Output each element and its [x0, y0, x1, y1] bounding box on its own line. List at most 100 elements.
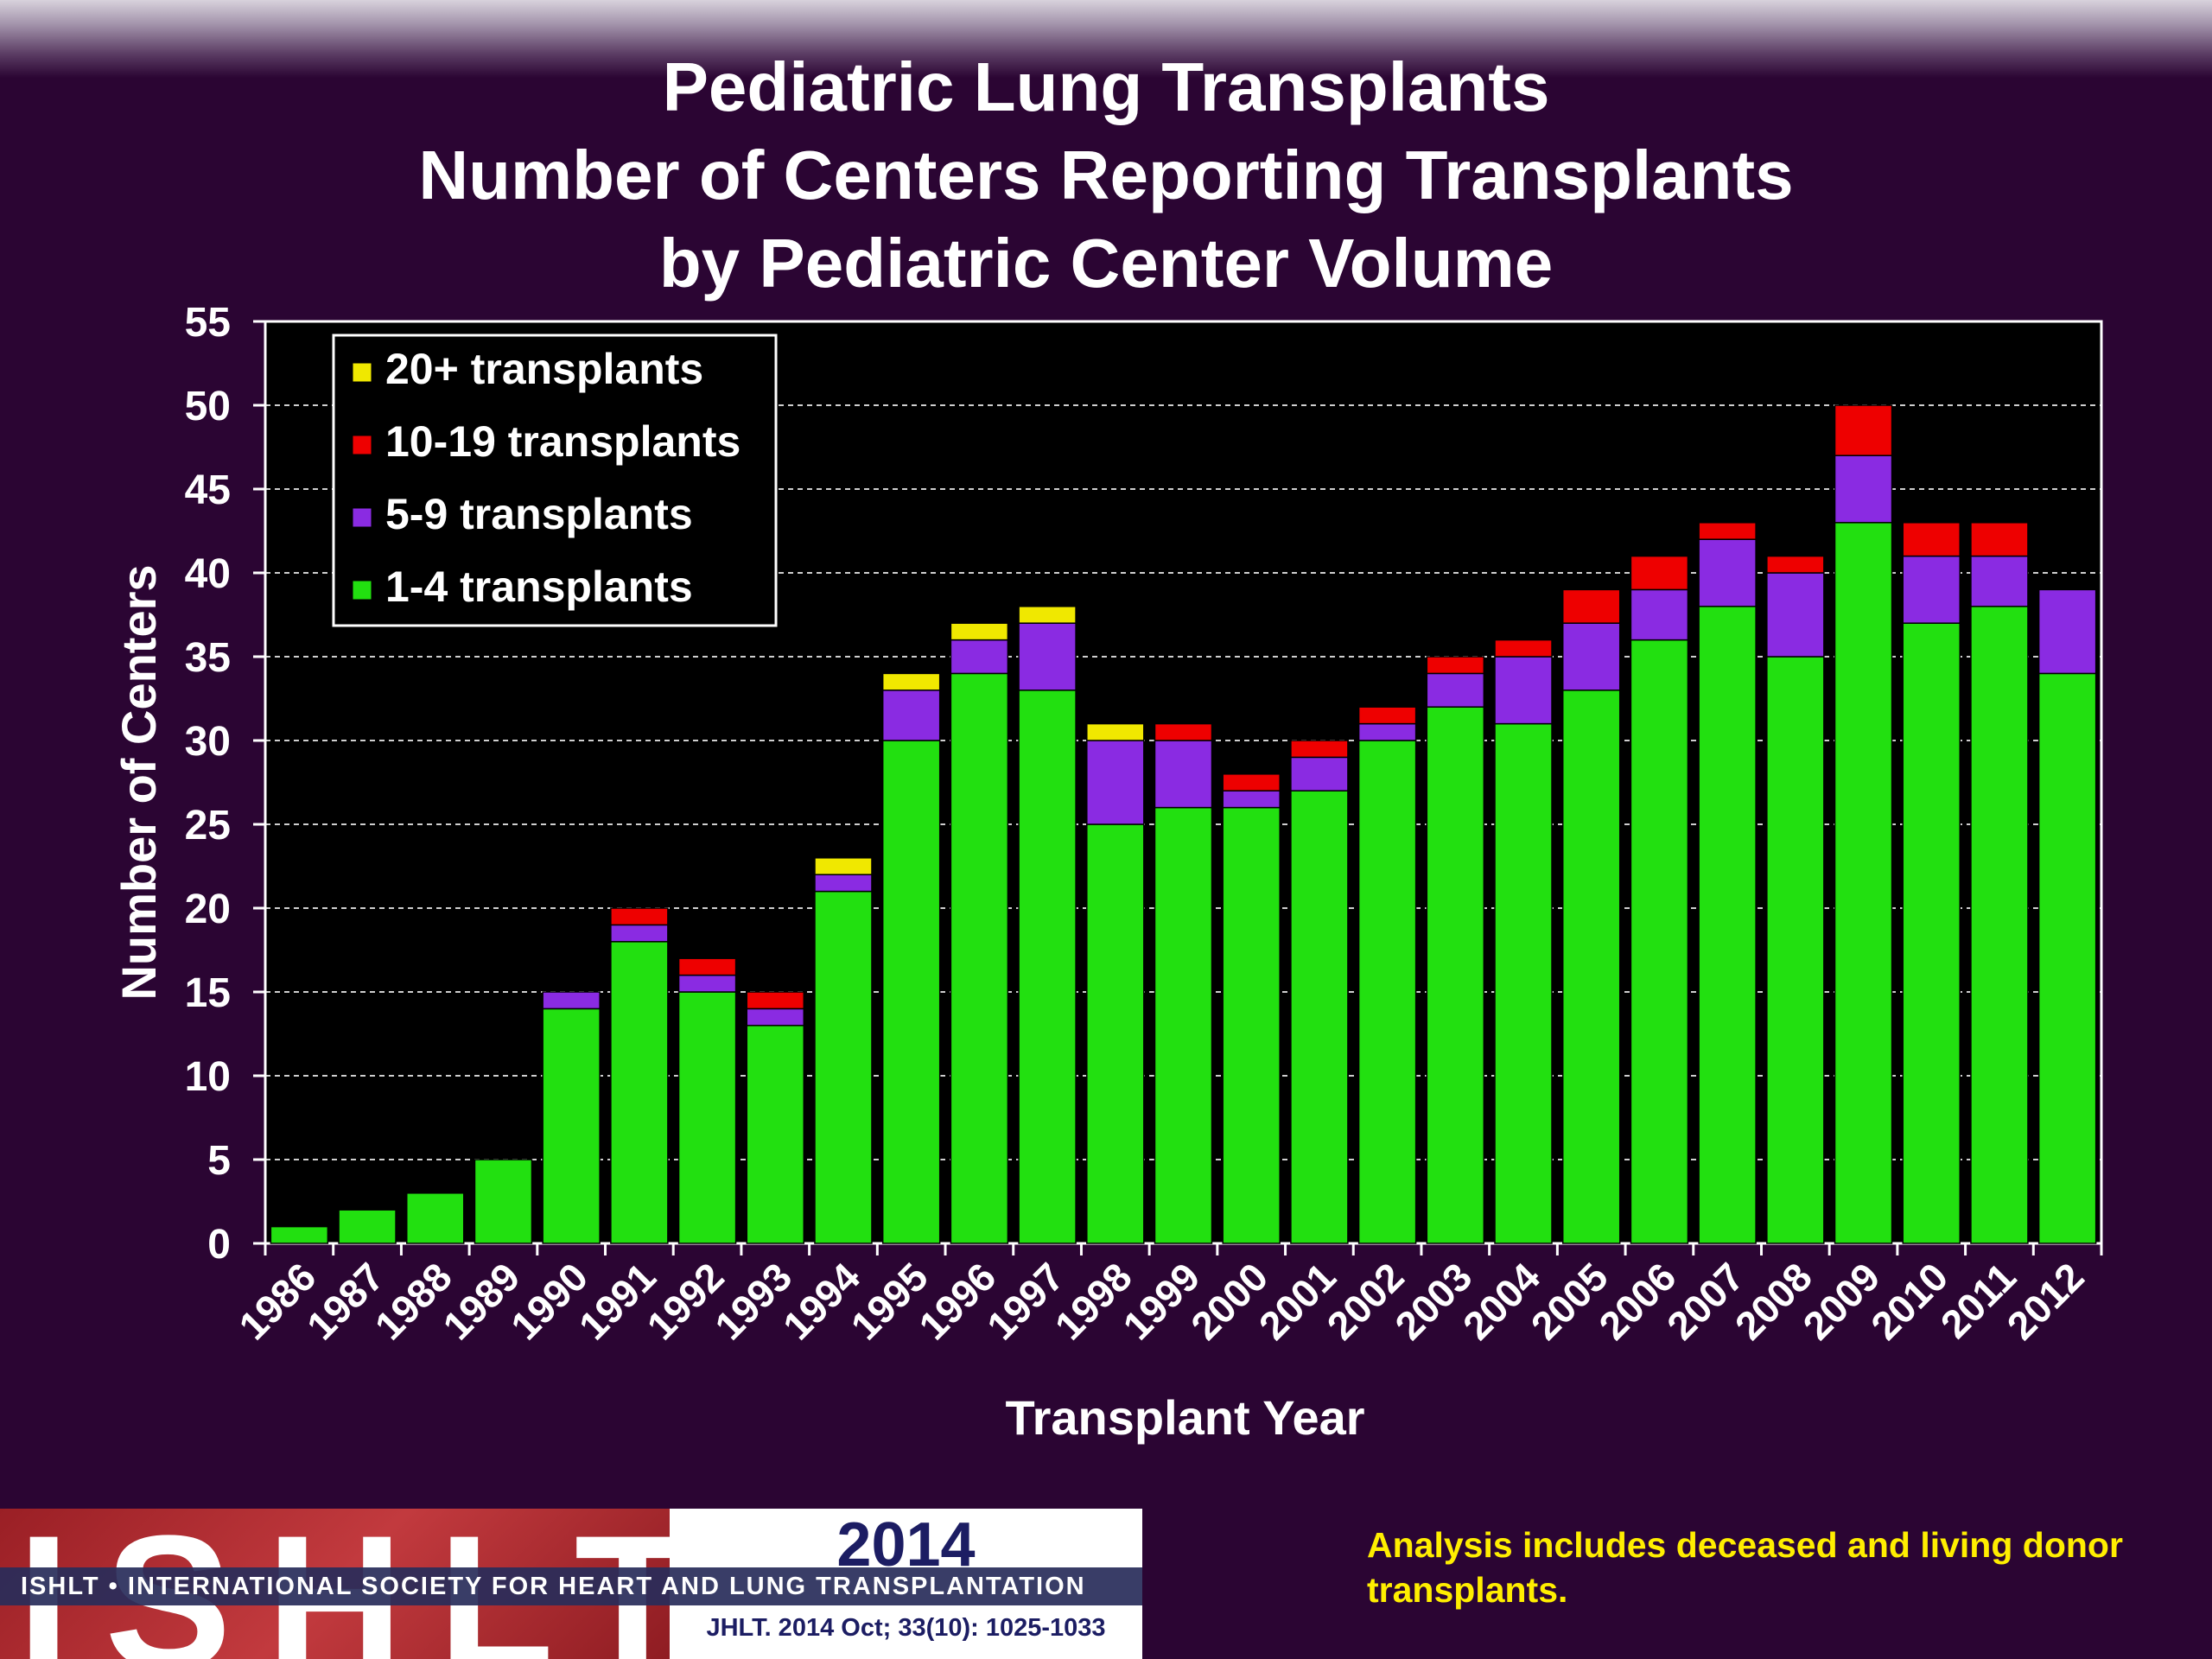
- bar-segment: [1970, 555, 2029, 607]
- x-tick-label: 2005: [1522, 1254, 1617, 1348]
- bar-segment: [610, 907, 669, 926]
- bar-segment: [814, 890, 873, 1244]
- bar-segment: [406, 1192, 465, 1244]
- bar-segment: [1222, 790, 1281, 809]
- ishlt-footer-logo: ISHLT 2014 ISHLT • INTERNATIONAL SOCIETY…: [0, 1509, 1142, 1659]
- x-tick-label: 2003: [1386, 1254, 1480, 1348]
- x-tick-label: 1997: [978, 1254, 1072, 1348]
- stacked-bar-chart: 0510152025303540455055198619871988198919…: [111, 300, 2103, 1445]
- bar-segment: [1561, 588, 1621, 624]
- title-line-2: Number of Centers Reporting Transplants: [418, 137, 1794, 213]
- bar-segment: [1086, 722, 1145, 741]
- bar-segment: [1766, 555, 1825, 574]
- bar-segment: [1290, 790, 1349, 1244]
- bar-segment: [2037, 588, 2097, 675]
- bar-segment: [1154, 740, 1213, 809]
- bar-segment: [1222, 806, 1281, 1244]
- x-tick-label: 2009: [1794, 1254, 1888, 1348]
- bar-segment: [1834, 404, 1893, 456]
- y-tick-label: 45: [185, 467, 231, 513]
- bar-segment: [2037, 672, 2097, 1244]
- x-tick-label: 2002: [1319, 1254, 1413, 1348]
- header-band: [0, 0, 2212, 78]
- bar-segment: [1154, 806, 1213, 1244]
- legend-swatch: [352, 507, 372, 528]
- y-tick-label: 35: [185, 635, 231, 681]
- bar-segment: [677, 957, 737, 976]
- legend-label: 5-9 transplants: [385, 490, 693, 538]
- x-tick-label: 1999: [1114, 1254, 1208, 1348]
- bar-segment: [1834, 522, 1893, 1244]
- y-tick-label: 5: [207, 1138, 231, 1184]
- x-tick-label: 1992: [639, 1254, 733, 1348]
- bar-segment: [950, 639, 1009, 675]
- y-tick-label: 25: [185, 803, 231, 849]
- bar-segment: [746, 1025, 805, 1244]
- bar-segment: [1630, 555, 1689, 591]
- x-tick-label: 2004: [1454, 1254, 1548, 1348]
- bar-segment: [1970, 606, 2029, 1244]
- analysis-note: Analysis includes deceased and living do…: [1367, 1525, 2123, 1610]
- legend-label: 10-19 transplants: [385, 417, 741, 466]
- x-axis-title: Transplant Year: [1005, 1390, 1364, 1445]
- bar-segment: [1086, 740, 1145, 825]
- y-axis-title: Number of Centers: [111, 564, 166, 1000]
- bar-segment: [1970, 522, 2029, 557]
- bar-segment: [1154, 722, 1213, 741]
- bar-segment: [542, 1007, 601, 1244]
- y-tick-label: 50: [185, 384, 231, 429]
- x-tick-label: 1988: [366, 1254, 461, 1348]
- bar-segment: [814, 857, 873, 875]
- y-tick-label: 10: [185, 1054, 231, 1100]
- y-tick-label: 55: [185, 300, 231, 346]
- bar-segment: [881, 672, 941, 691]
- bar-segment: [1494, 639, 1553, 658]
- y-tick-label: 0: [207, 1222, 231, 1268]
- x-tick-label: 1996: [910, 1254, 1004, 1348]
- legend-label: 20+ transplants: [385, 345, 703, 393]
- legend-swatch: [352, 362, 372, 383]
- bar-segment: [1698, 538, 1757, 607]
- bar-segment: [1357, 722, 1417, 741]
- x-tick-label: 1993: [706, 1254, 800, 1348]
- chart-legend: 20+ transplants 10-19 transplants 5-9 tran…: [332, 334, 778, 627]
- x-tick-label: 2007: [1658, 1254, 1752, 1348]
- bar-segment: [1494, 656, 1553, 725]
- legend-swatch: [352, 580, 372, 601]
- x-tick-label: 1987: [298, 1254, 392, 1348]
- bar-segment: [1902, 555, 1961, 624]
- x-tick-label: 1994: [774, 1254, 868, 1348]
- bar-segment: [1018, 690, 1077, 1244]
- bar-segment: [338, 1209, 397, 1244]
- bar-segment: [1222, 773, 1281, 791]
- x-tick-label: 2011: [1932, 1254, 2024, 1346]
- bar-segment: [950, 622, 1009, 641]
- x-tick-label: 2008: [1726, 1254, 1821, 1348]
- bar-segment: [881, 690, 941, 741]
- legend-box: [332, 334, 778, 627]
- society-name: ISHLT • INTERNATIONAL SOCIETY FOR HEART …: [0, 1567, 1142, 1605]
- bar-segment: [1698, 522, 1757, 540]
- bar-segment: [677, 974, 737, 993]
- bar-segment: [1357, 706, 1417, 725]
- x-tick-label: 2001: [1250, 1254, 1344, 1348]
- title-line-1: Pediatric Lung Transplants: [662, 48, 1550, 125]
- x-tick-label: 1990: [502, 1254, 596, 1348]
- bar-segment: [1561, 690, 1621, 1244]
- legend-swatch: [352, 435, 372, 455]
- bar-segment: [746, 991, 805, 1010]
- x-tick-label: 1986: [230, 1254, 324, 1348]
- bar-segment: [610, 924, 669, 943]
- bar-segment: [1834, 454, 1893, 524]
- y-tick-label: 20: [185, 887, 231, 932]
- y-tick-label: 40: [185, 551, 231, 597]
- bar-segment: [1426, 706, 1485, 1244]
- bar-segment: [1357, 740, 1417, 1244]
- bar-segment: [474, 1159, 533, 1244]
- bar-segment: [1018, 606, 1077, 624]
- bar-segment: [1766, 656, 1825, 1244]
- x-tick-label: 1995: [842, 1254, 937, 1348]
- x-tick-label: 1991: [570, 1254, 664, 1348]
- bar-segment: [881, 740, 941, 1244]
- journal-citation: JHLT. 2014 Oct; 33(10): 1025-1033: [706, 1614, 1106, 1642]
